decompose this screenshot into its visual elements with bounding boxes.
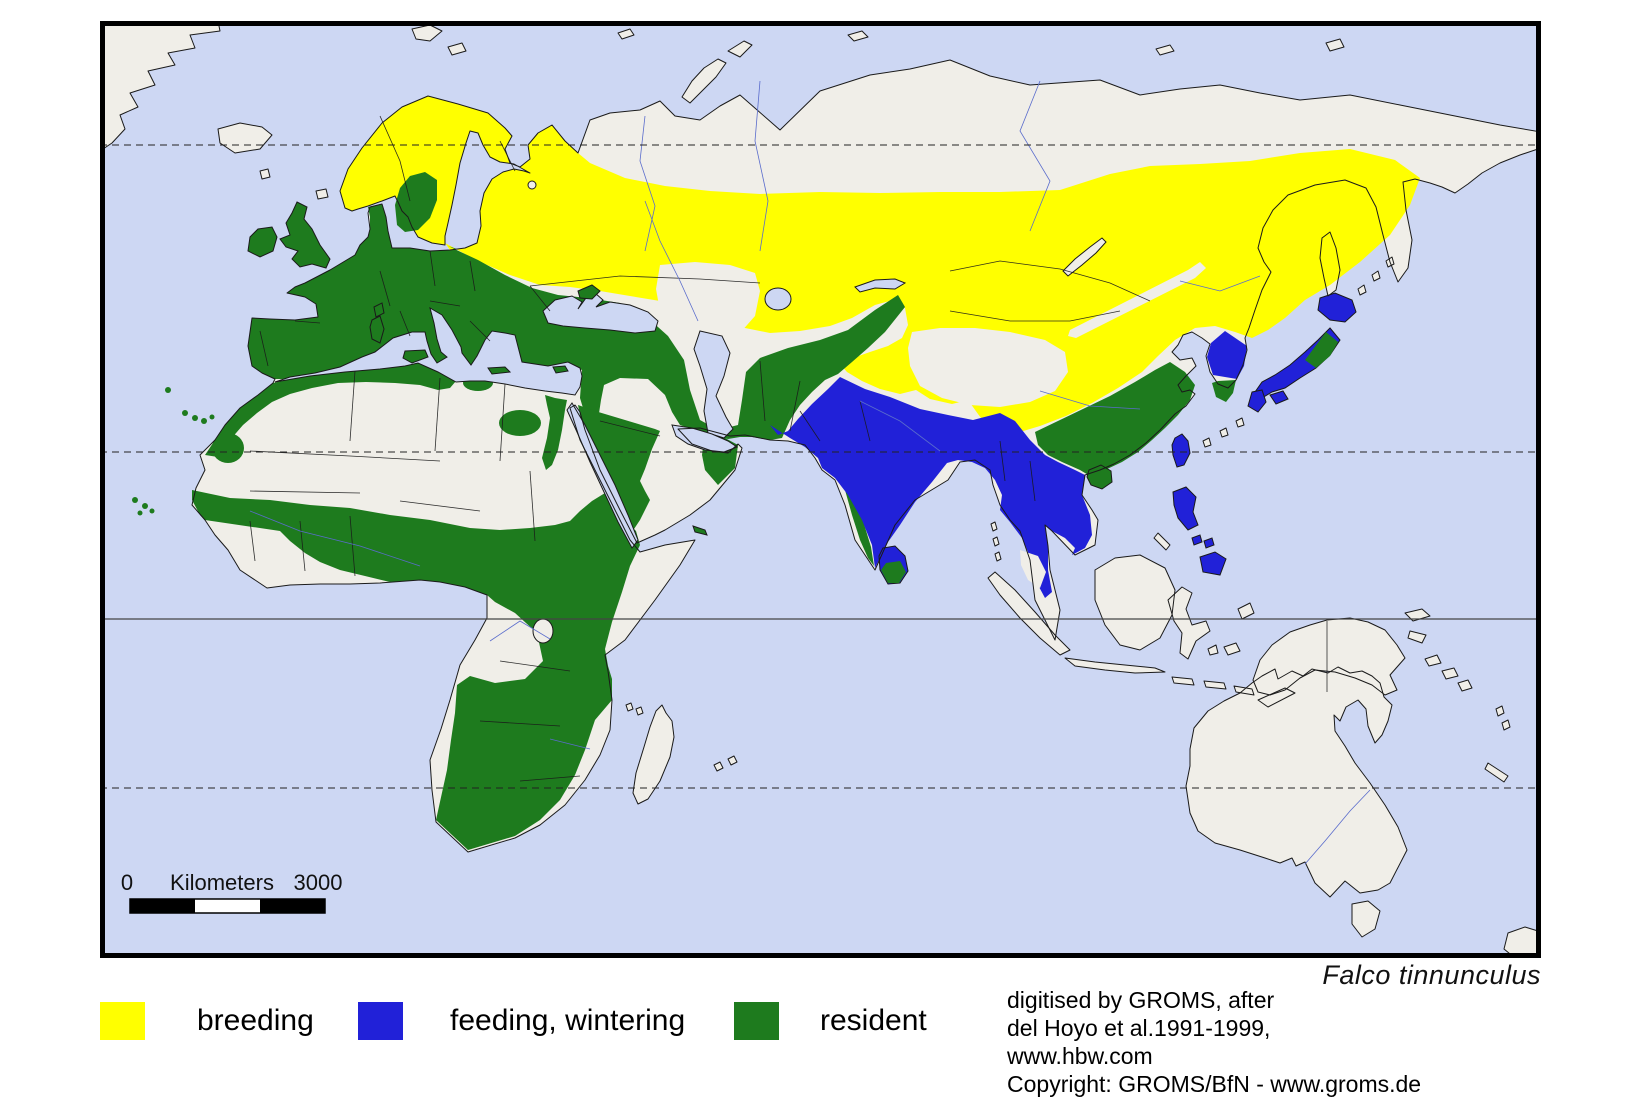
lake-ladoga	[527, 180, 537, 190]
rivers	[249, 80, 1371, 865]
breeding-label: breeding	[197, 1004, 314, 1037]
attribution-line: del Hoyo et al.1991-1999,	[1007, 1015, 1271, 1041]
attribution: digitised by GROMS, after del Hoyo et al…	[1007, 986, 1527, 1098]
post-blue-overlays	[881, 332, 1338, 588]
green-islands	[132, 284, 601, 516]
black-sea	[542, 292, 659, 334]
world-map-svg: 0 Kilometers 3000	[99, 20, 1542, 959]
feeding-wintering-swatch	[358, 1002, 403, 1040]
feeding-wintering-label: feeding, wintering	[450, 1004, 686, 1037]
persian-gulf	[671, 424, 739, 453]
species-title: Falco tinnunculus	[1322, 960, 1541, 990]
breeding-range-layer	[340, 96, 1420, 442]
lake-balkhash	[854, 278, 907, 293]
caspian-sea	[693, 330, 734, 439]
mediterranean-sea	[274, 306, 583, 396]
breeding-swatch	[100, 1002, 145, 1040]
scale-bar: 0 Kilometers 3000	[121, 870, 343, 914]
attribution-line: Copyright: GROMS/BfN - www.groms.de	[1007, 1071, 1422, 1097]
latitude-lines	[100, 144, 1541, 789]
scale-zero-label: 0	[121, 870, 133, 895]
map-border	[100, 21, 1541, 958]
aral-sea	[764, 287, 792, 311]
scale-max-label: 3000	[294, 870, 343, 895]
country-borders	[249, 115, 1328, 782]
resident-range-layer	[192, 172, 1195, 850]
attribution-line: digitised by GROMS, after	[1007, 987, 1275, 1013]
attribution-line: www.hbw.com	[1007, 1043, 1153, 1069]
scale-unit-label: Kilometers	[170, 870, 274, 895]
range-map: 0 Kilometers 3000	[99, 20, 1542, 959]
resident-label: resident	[820, 1004, 927, 1037]
resident-swatch	[734, 1002, 779, 1040]
